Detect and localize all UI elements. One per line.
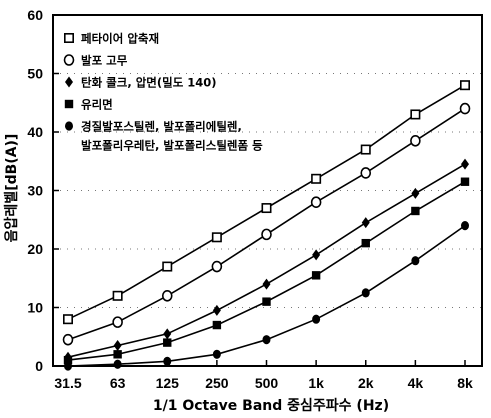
data-point [360, 144, 371, 155]
legend-marker [63, 54, 75, 66]
data-point [212, 349, 221, 359]
data-point [64, 361, 72, 371]
data-point [63, 355, 73, 365]
data-point [262, 297, 271, 306]
data-point [161, 289, 173, 302]
data-point [411, 187, 420, 199]
data-point [310, 196, 322, 208]
data-point [112, 316, 123, 328]
x-tick-label: 4k [408, 375, 424, 391]
legend-label: 경질발포스틸렌, 발포폴리에틸렌, [81, 120, 242, 134]
data-point [212, 304, 221, 316]
data-point [211, 260, 223, 273]
data-point [461, 221, 469, 231]
data-point [459, 80, 470, 91]
data-point [212, 320, 222, 330]
data-point [312, 314, 321, 324]
x-axis-title: 1/1 Octave Band 중심주파수 (Hz) [153, 398, 389, 414]
y-tick-label: 10 [27, 300, 43, 316]
data-point [361, 288, 370, 298]
data-point [113, 340, 122, 352]
data-point [163, 328, 172, 340]
legend-marker [64, 32, 75, 43]
data-point [410, 134, 421, 147]
data-point [361, 238, 370, 248]
data-point [311, 173, 322, 184]
data-point [62, 314, 73, 325]
data-point [262, 278, 271, 290]
legend-label: 페타이어 압축재 [81, 32, 159, 46]
data-point [411, 206, 420, 216]
data-point [261, 228, 272, 241]
data-point [162, 261, 173, 272]
legend-marker [65, 121, 73, 131]
data-point [211, 232, 222, 243]
data-point [311, 271, 321, 280]
data-point [163, 338, 172, 347]
x-tick-label: 1k [308, 375, 324, 391]
legend-marker [65, 76, 73, 88]
data-point [361, 217, 370, 229]
data-point [411, 256, 420, 266]
x-tick-label: 250 [205, 375, 229, 391]
y-tick-label: 20 [27, 241, 43, 257]
data-point [410, 109, 421, 120]
series-line-3 [67, 163, 466, 358]
x-tick-label: 31.5 [54, 375, 81, 391]
data-point [163, 356, 172, 366]
y-axis-title: 음압레벨[dB(A)] [4, 134, 20, 243]
data-point [112, 290, 123, 301]
data-point [312, 249, 321, 261]
legend-label: 탄화 콜크, 압면(밀도 140) [81, 76, 217, 90]
y-tick-label: 40 [27, 124, 43, 140]
data-point [262, 335, 271, 345]
legend-label: 발포 고무 [81, 54, 128, 68]
data-point [113, 350, 122, 359]
data-point [62, 333, 74, 346]
legend-marker [64, 99, 74, 109]
x-tick-label: 125 [156, 375, 180, 391]
legend-label: 유리면 [81, 98, 113, 112]
x-tick-label: 500 [255, 375, 279, 391]
data-point [459, 102, 471, 115]
y-tick-label: 50 [27, 66, 43, 82]
x-tick-label: 63 [110, 375, 126, 391]
y-tick-label: 30 [27, 183, 43, 199]
data-point [460, 177, 470, 186]
x-tick-label: 2k [358, 375, 374, 391]
data-point [360, 167, 372, 179]
y-tick-label: 60 [27, 7, 43, 23]
x-tick-label: 8k [457, 375, 473, 391]
data-point [461, 158, 469, 170]
data-point [261, 203, 272, 214]
data-point [113, 359, 122, 369]
series-line-5 [67, 224, 466, 367]
legend-label: 발포폴리우레탄, 발포폴리스틸렌폼 등 [81, 139, 263, 153]
y-tick-label: 0 [35, 358, 43, 374]
